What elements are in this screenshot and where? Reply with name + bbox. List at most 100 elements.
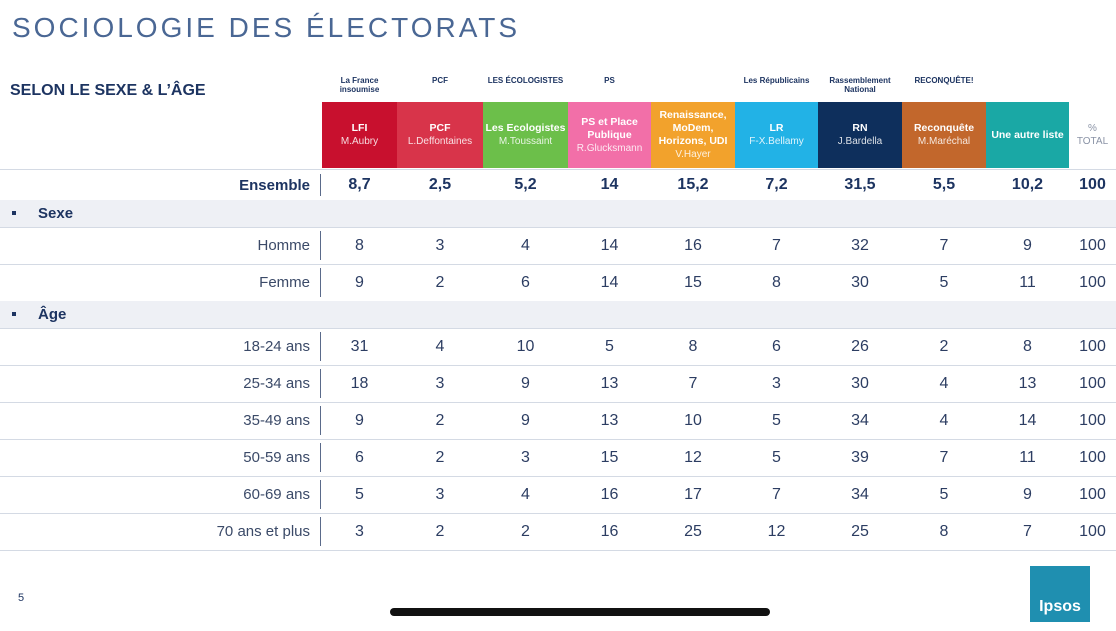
- cell-value: 3: [355, 522, 364, 540]
- total-header-text: %: [1088, 123, 1097, 134]
- bullet: [12, 211, 16, 215]
- cell-value: 7: [688, 374, 698, 392]
- row-line: [0, 169, 1116, 170]
- cell-value: 8: [1023, 337, 1032, 355]
- section-row: Âge: [0, 301, 1116, 328]
- column-header: Renaissance, MoDem, Horizons, UDI V.Hayer: [651, 102, 735, 168]
- cell-value: 3: [435, 485, 445, 503]
- party-name: Une autre liste: [991, 128, 1064, 141]
- party-name: PS et Place Publique: [581, 115, 638, 141]
- cell-value: 8: [688, 337, 698, 355]
- party-name: Renaissance, MoDem, Horizons, UDI: [658, 109, 728, 147]
- cell-value: 9: [521, 411, 530, 429]
- cell-value: 15: [600, 448, 619, 466]
- party-logo: LES ÉCOLOGISTES: [487, 76, 564, 85]
- row-line: [0, 513, 1116, 514]
- brand-logo: Ipsos: [1030, 566, 1090, 622]
- party-logo: PCF: [432, 76, 448, 85]
- cell-value: 13: [600, 374, 619, 392]
- cell-value: 14: [600, 273, 619, 291]
- cell-value: 4: [521, 236, 530, 254]
- cell-value: 15,2: [677, 176, 709, 193]
- cell-value: 5: [772, 411, 781, 429]
- cell-value: 14: [600, 236, 619, 254]
- cell-value: 100: [1079, 176, 1106, 193]
- row-label: Homme: [257, 237, 310, 254]
- cell-value: 6: [355, 448, 364, 466]
- label-divider: [320, 517, 321, 546]
- party-logo: RECONQUÊTE!: [914, 76, 974, 85]
- cell-value: 8: [355, 236, 364, 254]
- candidate: R.Glucksmann: [576, 142, 643, 154]
- row-label: 60-69 ans: [243, 486, 310, 503]
- party-name: PCF: [429, 122, 451, 134]
- subtitle: SELON LE SEXE & L’ÂGE: [10, 82, 206, 99]
- cell-value: 2: [435, 522, 445, 540]
- cell-value: 31,5: [844, 176, 876, 193]
- cell-value: 5,2: [514, 176, 537, 193]
- cell-value: 6: [521, 273, 530, 291]
- cell-value: 9: [1023, 236, 1032, 254]
- label-divider: [320, 443, 321, 472]
- cell-value: 8: [939, 522, 949, 540]
- cell-value: 2: [435, 448, 445, 466]
- row-line: [0, 227, 1116, 228]
- column-header: RN J.Bardella: [818, 102, 902, 168]
- row-label: 35-49 ans: [243, 412, 310, 429]
- title: SOCIOLOGIE DES ÉLECTORATS: [12, 12, 521, 43]
- cell-value: 7: [939, 448, 949, 466]
- cell-value: 7: [772, 485, 781, 503]
- cell-value: 100: [1079, 374, 1106, 392]
- column-header: LFI M.Aubry: [322, 102, 397, 168]
- label-divider: [320, 268, 321, 297]
- party-logo: Les Républicains: [743, 76, 810, 85]
- candidate: J.Bardella: [837, 136, 883, 147]
- column-header: Reconquête M.Maréchal: [902, 102, 986, 168]
- label-divider: [320, 480, 321, 509]
- cell-value: 13: [600, 411, 619, 429]
- cell-value: 10: [684, 411, 702, 429]
- row-label: 70 ans et plus: [216, 523, 310, 540]
- section-label: Âge: [38, 306, 67, 323]
- cell-value: 25: [851, 522, 869, 540]
- cell-value: 100: [1079, 522, 1106, 540]
- party-name: LFI: [351, 122, 368, 134]
- cell-value: 100: [1079, 411, 1106, 429]
- row-line: [0, 402, 1116, 403]
- row-line: [0, 365, 1116, 366]
- cell-value: 2: [435, 273, 445, 291]
- cell-value: 5: [939, 485, 949, 503]
- cell-value: 15: [684, 273, 702, 291]
- cell-value: 5,5: [932, 176, 956, 193]
- home-indicator: [390, 608, 770, 616]
- row-line: [0, 264, 1116, 265]
- cell-value: 16: [600, 485, 619, 503]
- cell-value: 7,2: [765, 176, 788, 193]
- row-line: [0, 328, 1116, 329]
- cell-value: 100: [1079, 236, 1106, 254]
- cell-value: 25: [684, 522, 702, 540]
- candidate: M.Toussaint: [498, 136, 553, 147]
- cell-value: 3: [435, 236, 445, 254]
- label-divider: [320, 231, 321, 260]
- row-line: [0, 476, 1116, 477]
- cell-value: 7: [772, 236, 781, 254]
- cell-value: 31: [350, 337, 369, 355]
- party-logo: La France insoumise: [339, 76, 380, 94]
- cell-value: 5: [355, 485, 364, 503]
- party-logo: PS: [604, 76, 615, 85]
- total-header-text: TOTAL: [1076, 136, 1109, 147]
- label-divider: [320, 174, 321, 196]
- cell-value: 9: [521, 374, 530, 392]
- candidate: M.Aubry: [340, 136, 379, 147]
- cell-value: 7: [939, 236, 949, 254]
- bullet: [12, 312, 16, 316]
- row-label: 18-24 ans: [243, 338, 310, 355]
- cell-value: 9: [355, 273, 364, 291]
- cell-value: 4: [521, 485, 530, 503]
- party-logo: Rassemblement National: [829, 76, 891, 94]
- cell-value: 30: [851, 374, 869, 392]
- cell-value: 9: [1023, 485, 1032, 503]
- party-name: LR: [769, 122, 784, 134]
